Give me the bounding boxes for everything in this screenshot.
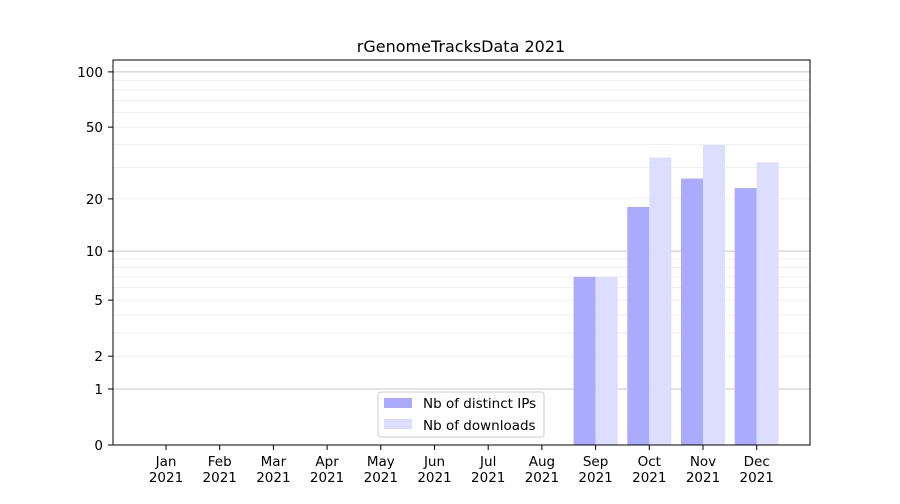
legend-label-ips: Nb of distinct IPs: [423, 396, 536, 412]
x-tick-month: Mar: [261, 454, 287, 470]
x-tick-year: 2021: [203, 470, 237, 486]
x-tick-month: May: [367, 454, 395, 470]
x-tick-month: Nov: [690, 454, 716, 470]
bar-downloads: [649, 157, 672, 446]
bar-distinct-ips: [681, 178, 703, 446]
legend-swatch-ips: [384, 398, 412, 408]
y-tick-label: 1: [94, 382, 103, 398]
y-tick-label: 100: [77, 65, 103, 81]
y-tick-label: 5: [94, 293, 103, 309]
y-tick-label: 2: [94, 349, 103, 365]
x-tick-month: Dec: [744, 454, 770, 470]
bar-distinct-ips: [734, 188, 757, 445]
x-tick-month: Jul: [479, 454, 496, 470]
bar-downloads: [703, 144, 725, 446]
x-tick-year: 2021: [310, 470, 344, 486]
legend-swatch-downloads: [384, 419, 412, 429]
y-tick-label: 20: [86, 192, 103, 208]
axes-frame: [112, 59, 811, 446]
bar-distinct-ips: [627, 206, 650, 445]
bar-downloads: [595, 276, 618, 445]
x-tick-month: Jun: [423, 454, 445, 470]
legend-label-downloads: Nb of downloads: [423, 418, 536, 434]
y-tick-label: 10: [86, 244, 103, 260]
x-tick-month: Apr: [315, 454, 339, 470]
y-tick-label: 0: [94, 438, 103, 454]
x-tick-month: Oct: [638, 454, 661, 470]
x-tick-month: Feb: [208, 454, 232, 470]
x-tick-year: 2021: [149, 470, 183, 486]
y-tick-label: 50: [86, 120, 103, 136]
x-tick-year: 2021: [632, 470, 666, 486]
legend: Nb of distinct IPs Nb of downloads: [377, 391, 545, 438]
x-tick-year: 2021: [471, 470, 505, 486]
x-tick-year: 2021: [686, 470, 720, 486]
x-tick-month: Aug: [529, 454, 555, 470]
x-tick-year: 2021: [578, 470, 612, 486]
x-tick-month: Jan: [155, 454, 177, 470]
x-tick-month: Sep: [583, 454, 608, 470]
x-tick-year: 2021: [364, 470, 398, 486]
x-tick-year: 2021: [417, 470, 451, 486]
x-tick-year: 2021: [525, 470, 559, 486]
x-tick-year: 2021: [740, 470, 774, 486]
bar-downloads: [756, 162, 779, 445]
bar-distinct-ips: [573, 276, 596, 445]
x-tick-year: 2021: [256, 470, 290, 486]
chart-title: rGenomeTracksData 2021: [357, 37, 565, 56]
